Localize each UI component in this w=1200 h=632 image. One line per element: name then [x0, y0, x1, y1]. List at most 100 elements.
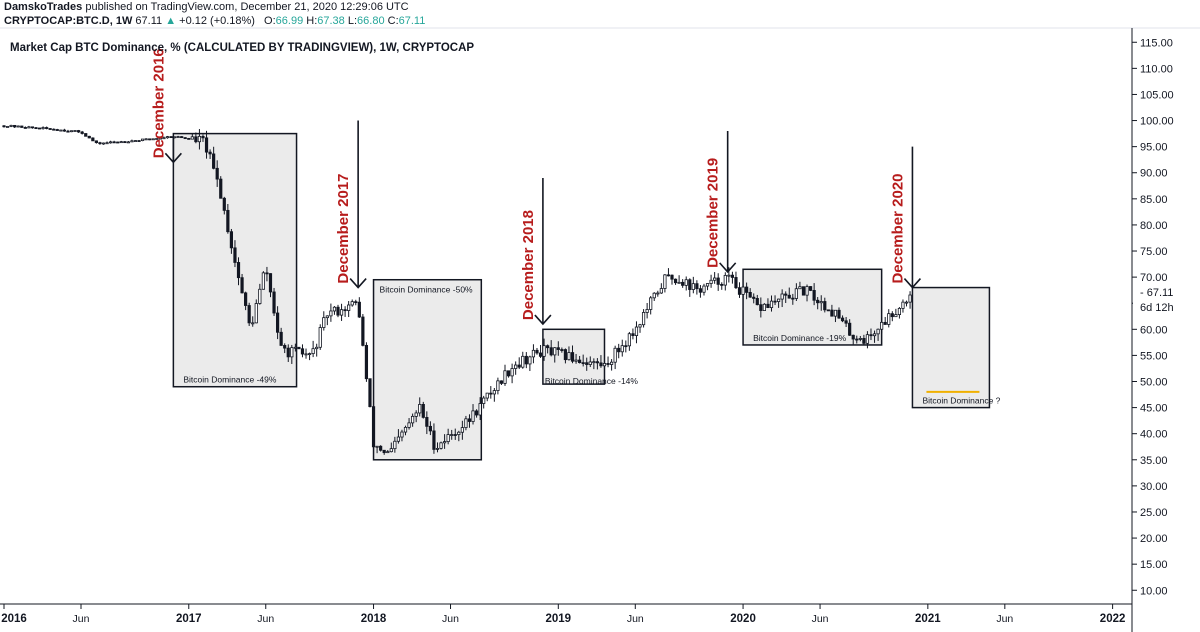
- y-tick-label: 80.00: [1140, 220, 1168, 232]
- candle-up: [876, 328, 880, 335]
- candle-up: [872, 333, 877, 337]
- time-axis[interactable]: 2016 Jun 2017 Jun 2018 Jun 2019 Jun 2020 Jun 2021 J…: [1, 604, 1125, 625]
- candle-down: [549, 347, 553, 356]
- candle-down: [361, 316, 365, 346]
- candle-down: [286, 347, 290, 358]
- candle-up: [16, 125, 20, 128]
- range-box: [742, 268, 883, 346]
- annotation-label: December 2016: [150, 48, 167, 158]
- candle-up: [865, 334, 870, 344]
- y-tick-label: 40.00: [1140, 429, 1168, 441]
- y-tick-label: 30.00: [1140, 481, 1168, 493]
- candle-up: [496, 380, 500, 391]
- candle-up: [5, 126, 10, 128]
- candle-up: [393, 440, 397, 450]
- low-label: L:: [347, 15, 358, 27]
- candle-up: [709, 279, 713, 284]
- candle-up: [332, 306, 337, 312]
- candle-down: [766, 303, 770, 308]
- candle-down: [489, 392, 493, 395]
- x-tick-label: Jun: [257, 613, 274, 625]
- candle-down: [116, 141, 120, 144]
- candle-up: [329, 310, 333, 317]
- candle-up: [762, 303, 766, 311]
- candle-down: [425, 416, 429, 427]
- candle-down: [581, 362, 585, 365]
- y-tick-label: 50.00: [1140, 376, 1168, 388]
- candle-down: [354, 301, 358, 304]
- candle-up: [634, 326, 639, 336]
- candle-down: [20, 125, 24, 128]
- y-tick-label: 110.00: [1140, 63, 1173, 75]
- x-tick-label: 2019: [546, 613, 572, 625]
- candle-down: [698, 288, 703, 293]
- candle-down: [812, 290, 816, 301]
- y-tick-label: 55.00: [1140, 350, 1168, 362]
- y-tick-label: 75.00: [1140, 246, 1168, 258]
- candle-down: [791, 297, 795, 300]
- candle-down: [222, 197, 226, 211]
- candle-down: [808, 286, 813, 291]
- candle-down: [98, 142, 102, 145]
- candle-up: [140, 138, 145, 142]
- candle-down: [428, 425, 432, 432]
- candle-down: [883, 321, 887, 325]
- publish-line: DamskoTrades published on TradingView.co…: [4, 1, 409, 13]
- candle-down: [570, 352, 575, 362]
- x-tick-label: 2017: [176, 613, 202, 625]
- candle-down: [357, 301, 361, 318]
- candle-down: [499, 380, 504, 384]
- candle-up: [41, 127, 45, 130]
- candle-down: [272, 291, 276, 314]
- candle-up: [641, 312, 646, 326]
- candle-down: [233, 247, 237, 263]
- candle-up: [713, 277, 717, 281]
- y-tick-label: 20.00: [1140, 533, 1168, 545]
- candle-down: [84, 133, 88, 137]
- candle-up: [897, 307, 902, 315]
- candle-down: [180, 136, 184, 139]
- candle-down: [546, 345, 550, 349]
- symbol-line: CRYPTOCAP:BTC.D, 1W 67.11 ▲ +0.12 (+0.18…: [4, 15, 425, 27]
- candle-up: [69, 130, 74, 133]
- symbol-name[interactable]: CRYPTOCAP:BTC.D, 1W: [4, 15, 133, 27]
- author-name[interactable]: DamskoTrades: [4, 1, 83, 13]
- candle-up: [652, 292, 656, 299]
- candle-down: [855, 338, 859, 341]
- candle-down: [371, 406, 376, 448]
- candle-up: [531, 349, 536, 358]
- candle-up: [684, 279, 688, 286]
- candle-up: [155, 138, 159, 140]
- candle-up: [304, 353, 308, 356]
- candle-up: [435, 447, 440, 450]
- candle-up: [620, 345, 624, 353]
- candle-down: [244, 292, 248, 306]
- last-price-tag: [1133, 285, 1199, 314]
- candle-down: [343, 309, 347, 312]
- candle-up: [482, 397, 486, 404]
- open-value: 66.99: [275, 15, 304, 27]
- chart-title: Market Cap BTC Dominance, % (CALCULATED …: [10, 42, 475, 54]
- candle-down: [208, 151, 212, 155]
- candle-down: [382, 449, 386, 454]
- candle-up: [165, 136, 170, 139]
- candle-up: [677, 281, 681, 284]
- candle-down: [688, 279, 692, 290]
- candle-up: [649, 297, 653, 310]
- y-tick-label: 85.00: [1140, 194, 1168, 206]
- candle-up: [400, 431, 404, 438]
- candle-up: [108, 141, 113, 144]
- candle-up: [73, 130, 77, 132]
- x-tick-label: 2018: [361, 613, 387, 625]
- y-tick-label: 10.00: [1140, 585, 1168, 597]
- candle-up: [450, 434, 454, 436]
- candle-up: [350, 301, 354, 306]
- price-axis[interactable]: 115.00 110.00 105.00 100.00 95.00 90.00 85.00 8…: [1132, 37, 1199, 597]
- candle-up: [347, 304, 351, 311]
- candle-down: [364, 344, 369, 380]
- candle-down: [840, 317, 845, 322]
- candle-up: [414, 412, 418, 417]
- candle-down: [666, 274, 671, 277]
- range-box: [372, 278, 483, 461]
